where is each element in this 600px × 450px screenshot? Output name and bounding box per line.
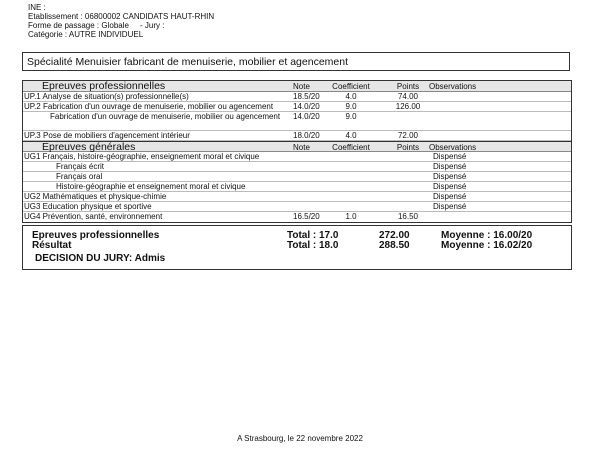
moyenne: Moyenne : 16.02/20 [441,240,533,251]
row-obs: Dispensé [433,162,467,171]
row-obs: Dispensé [433,172,467,181]
footer-date: A Strasbourg, le 22 novembre 2022 [237,434,363,443]
table-row: Histoire-géographie et enseignement mora… [23,182,571,192]
row-coef: 4.0 [345,92,357,101]
row-note: 14.0/20 [293,102,320,111]
section-header-pro: Epreuves professionnelles Note Coefficie… [23,81,571,92]
row-label: UG1 Français, histoire-géographie, ensei… [24,152,260,161]
col-coef: Coefficient [332,143,370,152]
section-header-gen: Epreuves générales Note Coefficient Poin… [23,141,571,153]
row-note: 18.0/20 [293,131,320,140]
total-points: 272.00 [379,230,410,241]
total-points: 288.50 [379,240,410,251]
row-note: 14.0/20 [293,112,320,121]
col-note: Note [293,82,310,91]
row-obs: Dispensé [433,202,467,211]
ine: INE : [28,3,46,12]
row-coef: 9.0 [345,112,357,121]
section-title: Epreuves professionnelles [42,80,166,92]
col-obs: Observations [429,82,477,91]
row-coef: 1.0 [345,212,357,221]
row-coef: 9.0 [345,102,357,111]
table-row: UP.2 Fabrication d'un ouvrage de menuise… [23,102,571,112]
col-note: Note [293,143,310,152]
summary-box: Epreuves professionnelles Total : 17.0 2… [22,225,572,270]
row-points: 72.00 [397,131,419,140]
row-obs: Dispensé [433,152,467,161]
row-label: Français écrit [56,162,105,171]
row-coef: 4.0 [345,131,357,140]
jury: - Jury : [140,21,165,30]
col-obs: Observations [429,143,477,152]
row-label: Français oral [56,172,103,181]
summary-label: Epreuves professionnelles [32,230,160,241]
table-row: Fabrication d'un ouvrage de menuiserie, … [23,112,571,131]
row-note: 18.5/20 [293,92,320,101]
forme-passage: Forme de passage : Globale [28,21,129,30]
table-row: Français écrit Dispensé [23,162,571,172]
table-row: UP.3 Pose de mobiliers d'agencement inté… [23,131,571,141]
etablissement: Etablissement : 06800002 CANDIDATS HAUT-… [28,12,215,21]
row-points: 126.00 [395,102,421,111]
row-obs: Dispensé [433,192,467,201]
row-label: UG4 Prévention, santé, environnement [24,212,163,221]
table-row: UG2 Mathématiques et physique-chimie Disp… [23,192,571,202]
row-points: 16.50 [397,212,419,221]
table-row: Français oral Dispensé [23,172,571,182]
table-row: UG1 Français, histoire-géographie, ensei… [23,152,571,162]
summary-label: Résultat [32,240,72,251]
row-label: UP.2 Fabrication d'un ouvrage de menuise… [24,102,274,111]
col-points: Points [396,82,420,91]
moyenne: Moyenne : 16.00/20 [441,230,533,241]
total-label: Total : [287,230,317,241]
total-coef: 17.0 [319,230,339,241]
col-coef: Coefficient [332,82,370,91]
section-title: Epreuves générales [42,141,136,153]
table-row: UP.1 Analyse de situation(s) professionn… [23,92,571,102]
categorie: Catégorie : AUTRE INDIVIDUEL [28,30,144,39]
row-label: UP.3 Pose de mobiliers d'agencement inté… [24,131,190,140]
jury-decision: DECISION DU JURY: Admis [35,253,166,264]
row-label: UG3 Education physique et sportive [24,202,152,211]
total-label: Total : [287,240,317,251]
row-points: 74.00 [397,92,419,101]
results-table: Epreuves professionnelles Note Coefficie… [22,80,572,223]
col-points: Points [396,143,420,152]
table-row: UG4 Prévention, santé, environnement 16.5… [23,212,571,222]
total-coef: 18.0 [319,240,339,251]
row-note: 16.5/20 [293,212,320,221]
row-label: UP.1 Analyse de situation(s) professionn… [24,92,189,101]
row-label: Histoire-géographie et enseignement mora… [56,182,246,191]
row-label: UG2 Mathématiques et physique-chimie [24,192,167,201]
specialite-title: Spécialité Menuisier fabricant de menuis… [22,52,570,71]
row-label: Fabrication d'un ouvrage de menuiserie, … [50,112,281,121]
table-row: UG3 Education physique et sportive Dispen… [23,202,571,212]
row-obs: Dispensé [433,182,467,191]
